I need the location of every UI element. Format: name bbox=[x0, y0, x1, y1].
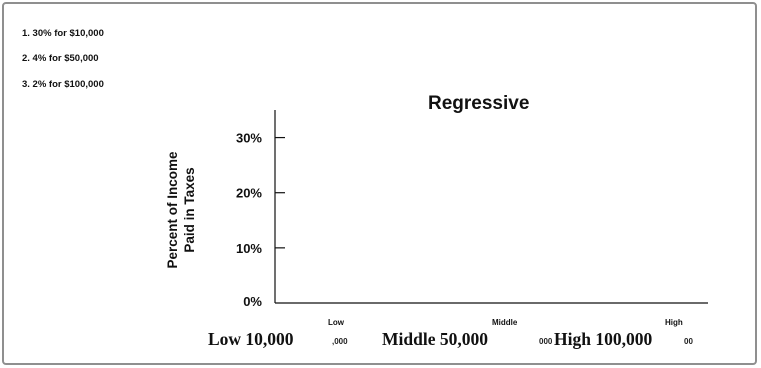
category-label-fragment: 000 bbox=[539, 337, 553, 346]
category-label-fragment: ,000 bbox=[332, 337, 348, 346]
chart-frame bbox=[2, 2, 757, 365]
x-tick-label-high: High bbox=[665, 318, 683, 327]
y-tick-label: 30% bbox=[236, 131, 262, 146]
note-item: 2. 4% for $50,000 bbox=[22, 53, 99, 64]
x-tick-label-low: Low bbox=[328, 318, 344, 327]
y-tick-label: 10% bbox=[236, 241, 262, 256]
note-item: 1. 30% for $10,000 bbox=[22, 28, 104, 39]
category-label-middle: Middle 50,000 bbox=[382, 329, 488, 349]
y-ticks: 0% 10% 20% 30% bbox=[236, 131, 285, 309]
y-tick-label: 0% bbox=[243, 294, 262, 309]
category-label-low: Low 10,000 bbox=[208, 329, 294, 349]
category-label-fragment: 00 bbox=[684, 337, 693, 346]
y-tick-label: 20% bbox=[236, 186, 262, 201]
category-label-high: High 100,000 bbox=[554, 329, 653, 349]
x-tick-label-middle: Middle bbox=[492, 318, 518, 327]
chart-title: Regressive bbox=[428, 93, 530, 114]
note-item: 3. 2% for $100,000 bbox=[22, 79, 104, 90]
